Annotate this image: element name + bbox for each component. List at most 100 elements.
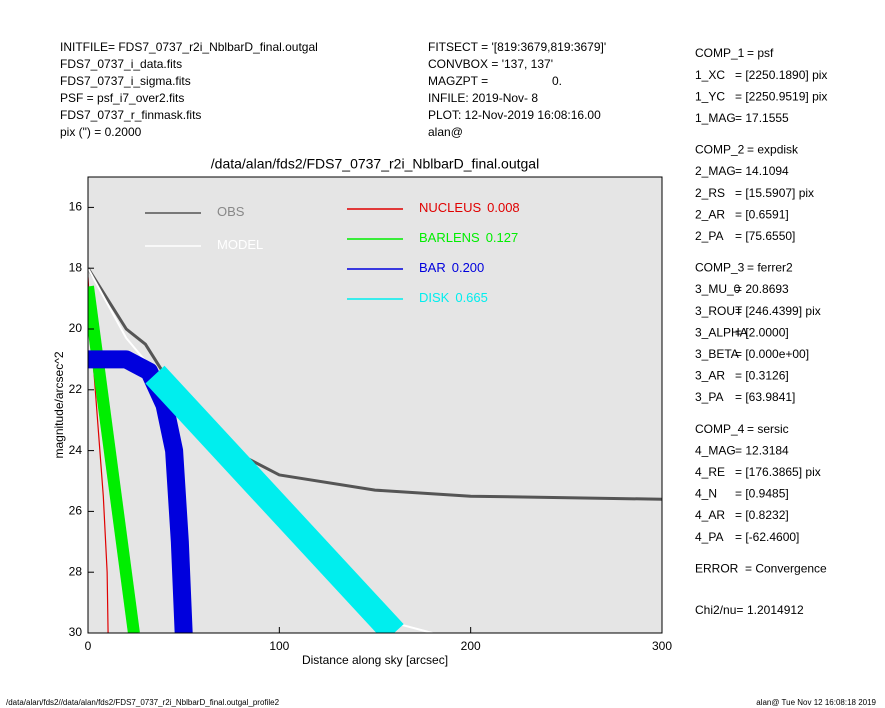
legend-label: BAR 0.200 — [419, 260, 484, 275]
param-value: = [246.4399] pix — [735, 304, 821, 318]
param-value: = 14.1094 — [735, 164, 789, 178]
param-name: COMP_3 — [695, 261, 745, 275]
param-value: = [176.3865] pix — [735, 465, 821, 479]
param-name: COMP_4 — [695, 422, 745, 436]
y-tick-label: 24 — [69, 443, 83, 457]
param-value: = [0.3126] — [735, 369, 789, 383]
legend-fraction: 0.008 — [487, 200, 520, 215]
param-name: 1_MAG — [695, 111, 736, 125]
param-value: = [75.6550] — [735, 229, 795, 243]
header-line: INITFILE= FDS7_0737_r2i_NblbarD_final.ou… — [60, 40, 318, 54]
param-name: 2_AR — [695, 207, 725, 221]
param-value: = Convergence — [745, 561, 827, 575]
header-line: INFILE: 2019-Nov- 8 — [428, 91, 538, 105]
x-tick-label: 300 — [652, 639, 672, 653]
legend-label: DISK 0.665 — [419, 290, 488, 305]
param-name: 4_RE — [695, 465, 725, 479]
param-name: 3_PA — [695, 390, 723, 404]
param-value: = [0.000e+00] — [735, 347, 809, 361]
param-value: = [2250.1890] pix — [735, 68, 827, 82]
param-name: 1_YC — [695, 89, 725, 103]
legend-name: MODEL — [217, 237, 263, 252]
param-value: = 12.3184 — [735, 443, 789, 457]
y-tick-label: 22 — [69, 382, 83, 396]
header-line: alan@ — [428, 125, 463, 139]
param-name: 3_ALPHA — [695, 325, 748, 339]
param-value: = [2250.9519] pix — [735, 89, 827, 103]
param-name: 4_MAG — [695, 443, 736, 457]
param-value: = [0.6591] — [735, 207, 789, 221]
series-line — [88, 350, 193, 633]
param-name: 3_MU_0 — [695, 282, 741, 296]
param-name: COMP_1 — [695, 46, 745, 60]
param-name: 3_ROUT — [695, 304, 743, 318]
param-name: 3_BETA — [695, 347, 739, 361]
param-value: = 17.1555 — [735, 111, 789, 125]
header-line: PSF = psf_i7_over2.fits — [60, 91, 184, 105]
param-name: 2_MAG — [695, 164, 736, 178]
y-tick-label: 26 — [69, 504, 83, 518]
param-name: 4_AR — [695, 508, 725, 522]
footer-left: /data/alan/fds2//data/alan/fds2/FDS7_073… — [6, 698, 280, 707]
legend-fraction: 0.665 — [455, 290, 488, 305]
param-name: 4_N — [695, 487, 717, 501]
header-line: FDS7_0737_i_sigma.fits — [60, 74, 191, 88]
param-value: = [2.0000] — [735, 325, 789, 339]
chart-title: /data/alan/fds2/FDS7_0737_r2i_NblbarD_fi… — [211, 156, 539, 172]
x-tick-label: 200 — [461, 639, 481, 653]
param-name: Chi2/nu= — [695, 603, 743, 617]
header-line: MAGZPT = — [428, 74, 488, 88]
header-line: FITSECT = '[819:3679,819:3679]' — [428, 40, 606, 54]
header-line: FDS7_0737_i_data.fits — [60, 57, 182, 71]
param-value: = [63.9841] — [735, 390, 795, 404]
legend-label: OBS — [217, 204, 245, 219]
y-tick-label: 28 — [69, 564, 83, 578]
param-name: 4_PA — [695, 530, 723, 544]
footer-right: alan@ Tue Nov 12 16:08:18 2019 — [756, 698, 876, 707]
header-line: FDS7_0737_r_finmask.fits — [60, 108, 201, 122]
param-value: = psf — [747, 46, 774, 60]
header-value: 0. — [552, 74, 562, 88]
param-value: 1.2014912 — [747, 603, 804, 617]
x-tick-label: 0 — [85, 639, 92, 653]
param-name: 3_AR — [695, 369, 725, 383]
param-name: 2_RS — [695, 186, 725, 200]
x-tick-label: 100 — [269, 639, 289, 653]
legend-name: NUCLEUS — [419, 200, 481, 215]
x-axis-label: Distance along sky [arcsec] — [302, 653, 448, 667]
series-line — [145, 365, 404, 633]
header-line: pix (") = 0.2000 — [60, 125, 142, 139]
header-line: CONVBOX = '137, 137' — [428, 57, 553, 71]
y-tick-label: 30 — [69, 625, 83, 639]
param-value: = expdisk — [747, 143, 799, 157]
legend-name: OBS — [217, 204, 245, 219]
param-value: = [15.5907] pix — [735, 186, 814, 200]
legend-label: NUCLEUS 0.008 — [419, 200, 520, 215]
y-tick-label: 16 — [69, 200, 83, 214]
y-axis-label: magnitude/arcsec^2 — [52, 351, 66, 458]
y-tick-label: 18 — [69, 260, 83, 274]
legend-label: MODEL — [217, 237, 263, 252]
param-value: = [0.8232] — [735, 508, 789, 522]
param-name: ERROR — [695, 561, 739, 575]
legend-label: BARLENS 0.127 — [419, 230, 518, 245]
param-name: 2_PA — [695, 229, 723, 243]
legend-fraction: 0.200 — [452, 260, 485, 275]
param-value: = [-62.4600] — [735, 530, 799, 544]
legend-name: BARLENS — [419, 230, 480, 245]
plot-marks — [88, 267, 662, 633]
header-line: PLOT: 12-Nov-2019 16:08:16.00 — [428, 108, 601, 122]
param-value: = ferrer2 — [747, 261, 793, 275]
series-line — [88, 285, 140, 633]
param-value: = 20.8693 — [735, 282, 789, 296]
param-value: = sersic — [747, 422, 789, 436]
plot-frame — [87, 176, 663, 634]
param-name: COMP_2 — [695, 143, 745, 157]
param-name: 1_XC — [695, 68, 725, 82]
y-tick-label: 20 — [69, 321, 83, 335]
legend-name: DISK — [419, 290, 450, 305]
legend-name: BAR — [419, 260, 446, 275]
param-value: = [0.9485] — [735, 487, 789, 501]
legend-fraction: 0.127 — [486, 230, 519, 245]
